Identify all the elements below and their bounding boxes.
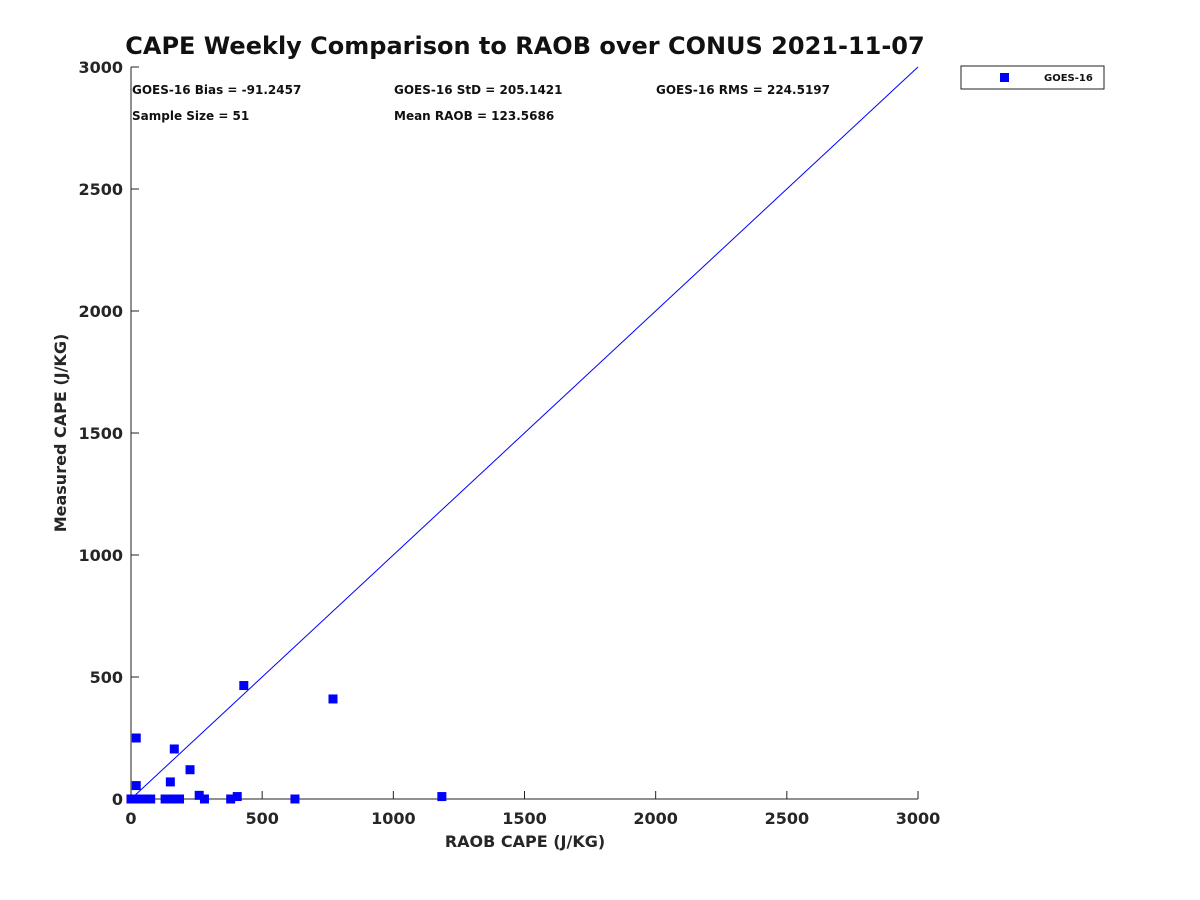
annotation-sample-size: Sample Size = 51 (132, 109, 249, 123)
legend-marker (1000, 73, 1009, 82)
y-tick-label: 0 (112, 790, 123, 809)
data-point (239, 681, 249, 691)
data-point (131, 781, 141, 791)
y-tick-label: 2000 (78, 302, 123, 321)
x-tick-label: 1500 (502, 809, 547, 828)
data-point (232, 792, 242, 802)
y-axis-label: Measured CAPE (J/KG) (51, 334, 70, 533)
data-point (175, 794, 185, 804)
legend-label: GOES-16 (1044, 73, 1093, 84)
data-point (160, 794, 170, 804)
data-point (185, 765, 195, 775)
data-point (131, 733, 141, 743)
chart-title: CAPE Weekly Comparison to RAOB over CONU… (125, 32, 924, 60)
data-point (165, 777, 175, 787)
legend: GOES-16 (960, 65, 1105, 90)
annotation-rms: GOES-16 RMS = 224.5197 (656, 83, 830, 97)
x-tick-label: 2000 (633, 809, 678, 828)
one-to-one-line (130, 66, 919, 800)
x-tick-label: 500 (245, 809, 278, 828)
x-tick-label: 1000 (371, 809, 416, 828)
data-point (194, 790, 204, 800)
data-point (169, 744, 179, 754)
data-point (168, 794, 178, 804)
y-tick-label: 3000 (78, 58, 123, 77)
data-point (437, 792, 447, 802)
y-tick-label: 2500 (78, 180, 123, 199)
x-tick-label: 0 (125, 809, 136, 828)
data-point (328, 694, 338, 704)
x-tick-label: 3000 (896, 809, 941, 828)
x-tick-label: 2500 (765, 809, 810, 828)
y-tick-label: 1500 (78, 424, 123, 443)
data-point (146, 794, 156, 804)
data-point (199, 794, 209, 804)
data-point (290, 794, 300, 804)
annotation-bias: GOES-16 Bias = -91.2457 (132, 83, 301, 97)
y-tick-label: 500 (90, 668, 123, 687)
y-tick-label: 1000 (78, 546, 123, 565)
annotation-mean-raob: Mean RAOB = 123.5686 (394, 109, 554, 123)
legend-box (960, 65, 1105, 90)
data-point (226, 794, 236, 804)
x-axis-label: RAOB CAPE (J/KG) (445, 832, 605, 851)
annotation-std: GOES-16 StD = 205.1421 (394, 83, 563, 97)
